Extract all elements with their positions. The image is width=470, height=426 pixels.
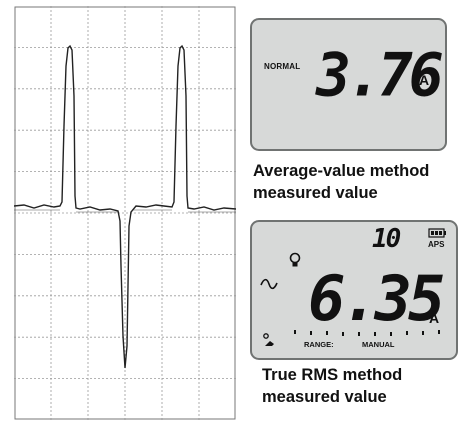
average-caption: Average-value method measured value	[253, 160, 468, 204]
rms-meter-display: 10 APS 6.35 A RANGE: MANUAL	[250, 220, 458, 360]
rms-reading: 6.35	[308, 262, 445, 335]
probe-icon	[263, 333, 274, 346]
aps-indicator: APS	[428, 240, 445, 249]
average-meter-display: NORMAL 3.76 A	[250, 18, 447, 151]
range-label: RANGE:	[304, 340, 334, 349]
manual-label: MANUAL	[362, 340, 395, 349]
average-caption-line1: Average-value method	[253, 162, 430, 180]
rms-caption-line2: measured value	[262, 388, 387, 406]
average-reading: 3.76	[316, 40, 444, 110]
bargraph-ticks	[294, 330, 440, 336]
rms-caption-line1: True RMS method	[262, 366, 403, 384]
mode-indicator: NORMAL	[264, 62, 301, 71]
waveform-plot	[14, 6, 236, 420]
range-number: 10	[372, 224, 401, 254]
ac-wave-icon	[260, 278, 278, 290]
rms-unit: A	[429, 310, 440, 326]
waveform-grid	[14, 6, 236, 420]
waveform-trace	[14, 44, 236, 369]
battery-icon	[428, 228, 446, 238]
rms-caption: True RMS method measured value	[262, 364, 462, 408]
average-caption-line2: measured value	[253, 184, 378, 202]
average-unit: A	[419, 72, 430, 88]
bulb-icon	[289, 252, 301, 267]
